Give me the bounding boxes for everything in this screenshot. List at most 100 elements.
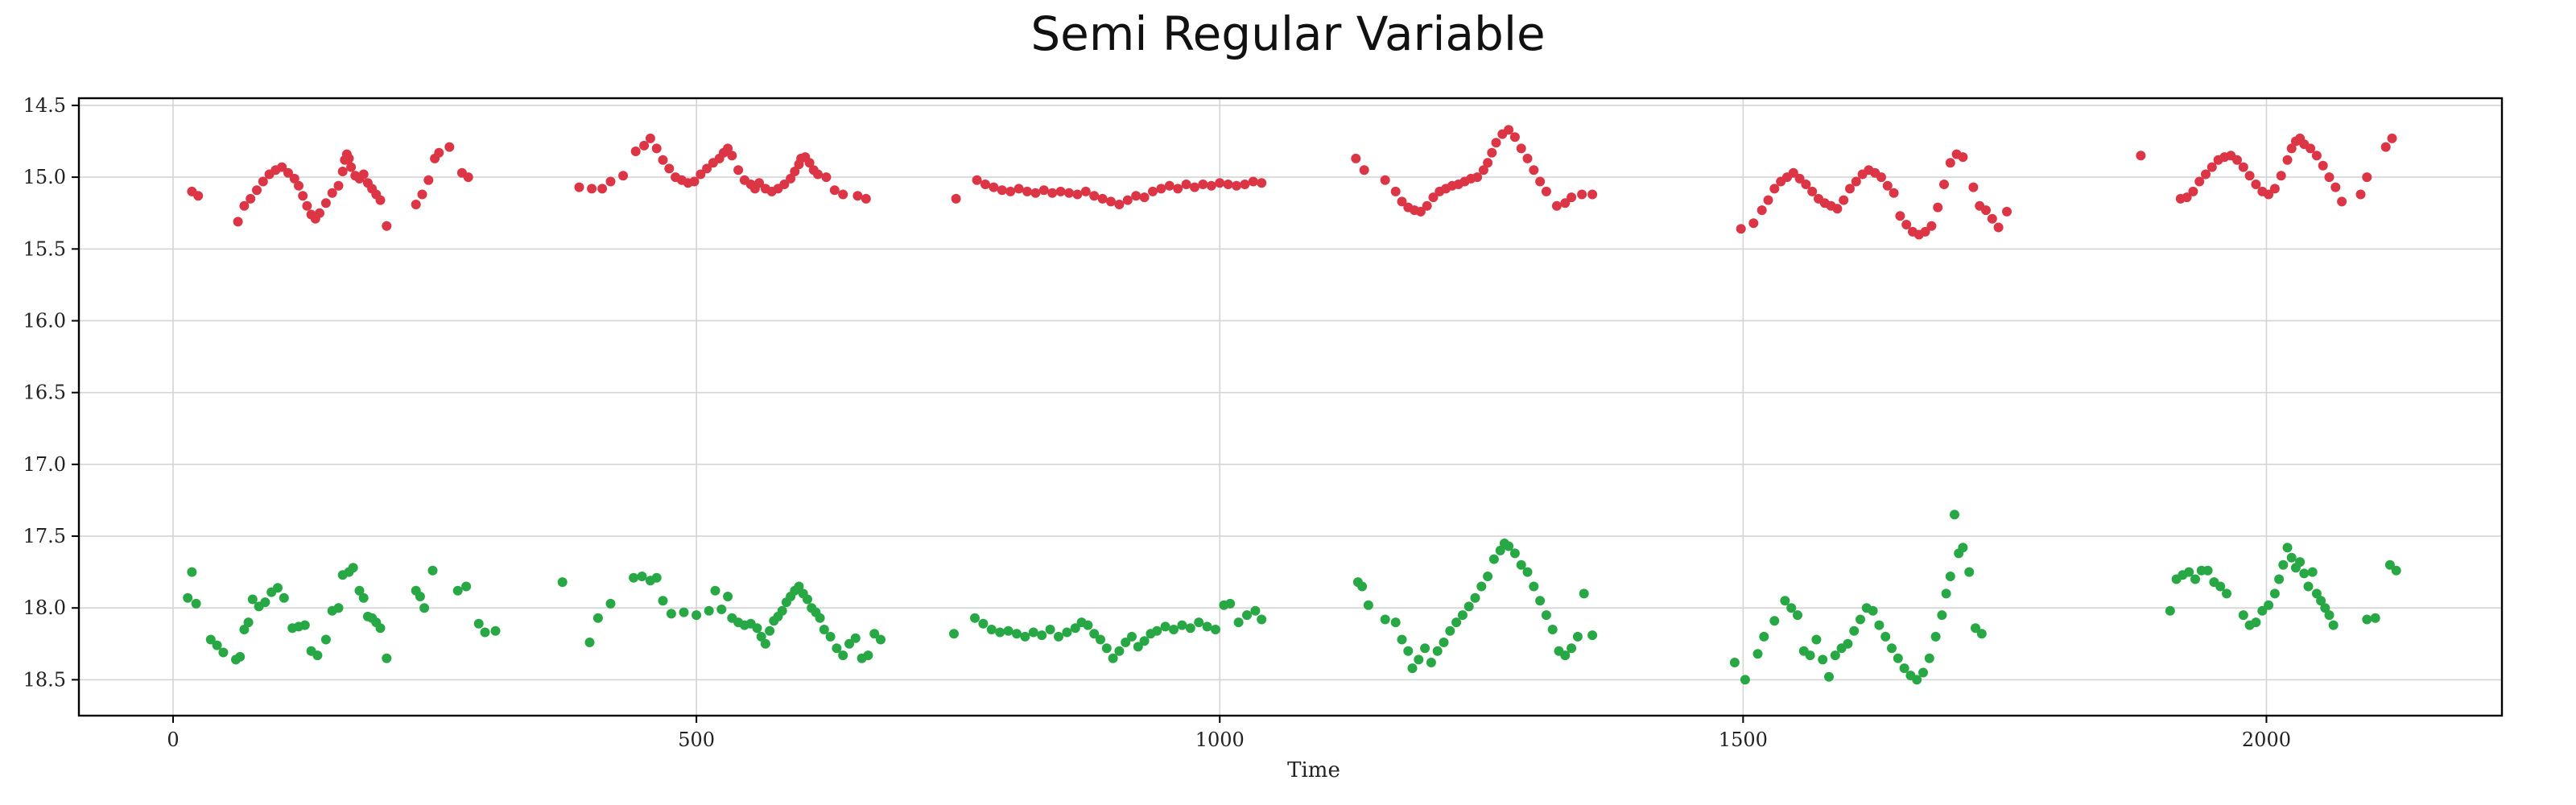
data-point: [813, 169, 823, 180]
data-point: [1439, 638, 1449, 647]
data-point: [233, 217, 243, 227]
data-point: [2391, 565, 2401, 576]
data-point: [2222, 588, 2231, 599]
data-point: [1422, 200, 1432, 211]
data-point: [1022, 186, 1032, 196]
data-point: [1357, 581, 1368, 592]
data-point: [815, 613, 825, 623]
data-point: [658, 596, 668, 606]
data-point: [1037, 630, 1047, 641]
data-point: [1202, 621, 1212, 632]
data-point: [1351, 153, 1361, 163]
data-point: [666, 609, 676, 619]
data-point: [852, 191, 863, 201]
data-point: [333, 603, 344, 613]
data-point: [2194, 176, 2205, 187]
data-point: [1359, 165, 1369, 175]
data-point: [803, 594, 812, 605]
data-point: [1926, 221, 1937, 231]
x-axis-label: Time: [1287, 758, 1340, 782]
data-point: [727, 151, 737, 161]
data-point: [2286, 552, 2297, 563]
data-point: [2306, 143, 2316, 154]
data-point: [1560, 650, 1571, 661]
data-point: [1851, 176, 1861, 187]
data-point: [2207, 162, 2217, 172]
data-point: [473, 618, 484, 629]
data-point: [1752, 649, 1763, 659]
data-point: [2320, 603, 2330, 613]
data-point: [283, 167, 293, 178]
data-point: [1832, 204, 1843, 214]
data-point: [970, 613, 980, 623]
data-point: [794, 581, 804, 592]
data-point: [2324, 172, 2334, 183]
data-point: [597, 184, 608, 194]
data-point: [1478, 165, 1488, 175]
data-point: [2002, 206, 2012, 217]
data-point: [1736, 224, 1746, 234]
data-point: [2362, 614, 2372, 625]
data-point: [277, 162, 287, 172]
data-point: [358, 169, 369, 180]
data-point: [1233, 617, 1244, 628]
data-point: [315, 208, 324, 218]
data-point: [1845, 184, 1855, 194]
data-point: [463, 172, 473, 183]
data-point: [861, 193, 871, 204]
y-tick-label: 16.5: [23, 382, 66, 404]
data-point: [243, 617, 254, 628]
data-point: [1976, 629, 1987, 639]
x-axis-ticks: 0 500 1000 1500 2000: [167, 716, 2291, 751]
data-point: [1476, 581, 1487, 592]
data-point: [1225, 598, 1236, 609]
data-point: [1516, 559, 1526, 570]
data-point: [723, 143, 733, 154]
y-tick-label: 15.0: [23, 166, 66, 188]
data-point: [444, 142, 455, 152]
data-point: [2165, 605, 2175, 616]
data-point: [411, 200, 421, 209]
data-point: [260, 597, 270, 608]
data-point: [863, 650, 873, 661]
data-point: [1780, 596, 1790, 606]
data-point: [819, 625, 829, 634]
data-point: [949, 629, 959, 639]
data-point: [1757, 205, 1767, 216]
data-point: [246, 193, 256, 204]
data-point: [1993, 222, 2004, 233]
data-point: [645, 133, 655, 143]
data-point: [344, 153, 354, 163]
data-point: [2387, 133, 2397, 143]
data-point: [790, 167, 800, 176]
data-point: [869, 629, 880, 639]
data-point: [696, 169, 706, 180]
data-point: [2330, 182, 2341, 192]
data-point: [2299, 568, 2310, 579]
data-point: [844, 638, 854, 649]
data-point: [618, 171, 629, 181]
data-point: [2257, 605, 2268, 616]
data-point: [838, 650, 848, 661]
data-point: [1457, 610, 1468, 621]
y-tick-label: 18.5: [23, 668, 66, 691]
data-point: [1005, 186, 1016, 196]
x-tick-label: 0: [167, 729, 179, 751]
data-point: [1156, 184, 1166, 194]
data-point: [461, 581, 472, 592]
data-point: [279, 592, 289, 603]
data-point: [1981, 205, 1991, 216]
data-point: [1509, 132, 1520, 142]
data-point: [1428, 192, 1439, 203]
data-point: [1380, 175, 1390, 185]
data-point: [2238, 610, 2248, 621]
data-point: [1190, 182, 1199, 192]
data-point: [1414, 654, 1424, 665]
data-point: [1786, 603, 1797, 613]
data-point: [1215, 178, 1225, 188]
data-point: [1397, 634, 1407, 645]
data-point: [1248, 176, 1258, 187]
data-point: [752, 623, 762, 634]
data-points: [183, 125, 2401, 685]
